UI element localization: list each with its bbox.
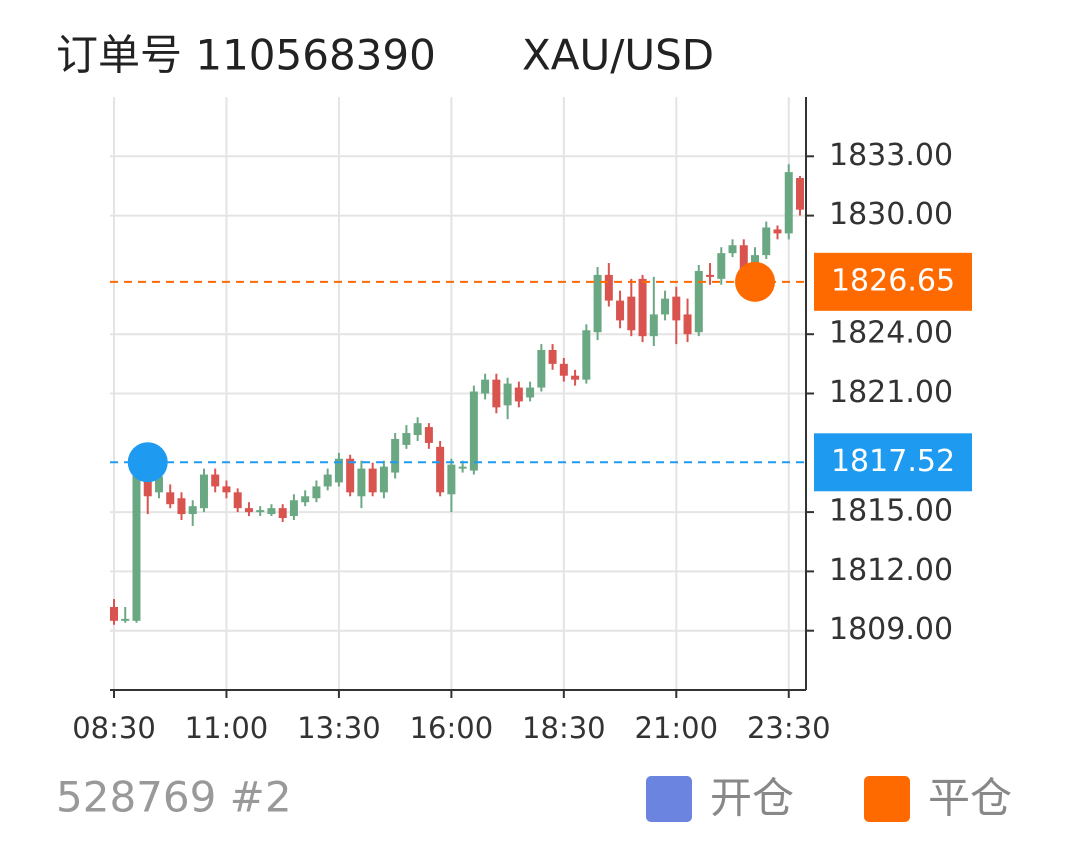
candle-body (694, 270, 703, 333)
candle-body (177, 498, 186, 515)
x-tick-label: 08:30 (72, 711, 156, 745)
candle-body (143, 472, 152, 497)
x-tick-label: 13:30 (297, 711, 381, 745)
candle-body (469, 391, 478, 471)
legend-label: 平仓 (928, 774, 1012, 823)
x-tick-label: 23:30 (747, 711, 831, 745)
candle-body (211, 474, 220, 487)
footer: 528769 #2 (56, 773, 292, 822)
candle-body (334, 458, 343, 483)
candle-body (402, 433, 411, 445)
x-tick-label: 16:00 (410, 711, 494, 745)
x-tick-label: 11:00 (185, 711, 269, 745)
candle-body (582, 330, 591, 380)
candle-body (492, 379, 501, 408)
candle-body (537, 350, 546, 388)
y-tick-label: 1821.00 (829, 375, 953, 410)
candle-body (604, 274, 613, 301)
trade-marker (127, 442, 168, 483)
candle-body (571, 375, 580, 380)
candle-body (706, 274, 715, 277)
candle-body (638, 278, 647, 337)
trade-marker (735, 261, 776, 302)
candle-body (447, 464, 456, 495)
candle-body (616, 300, 625, 321)
candle-body (312, 486, 321, 499)
candle-body (548, 350, 557, 364)
candle-body (256, 510, 265, 513)
candle-body (784, 172, 793, 234)
y-tick-label: 1830.00 (829, 197, 953, 232)
x-tick-label: 18:30 (522, 711, 606, 745)
candle-body (323, 474, 332, 487)
candle-body (379, 466, 388, 493)
price-label: 1826.65 (831, 263, 955, 298)
y-tick-label: 1815.00 (829, 494, 953, 529)
candle-body (458, 466, 467, 469)
candle-body (166, 492, 175, 505)
candle-body (559, 363, 568, 376)
legend-swatch (864, 776, 910, 822)
candle-body (110, 606, 118, 621)
candle-body (222, 486, 231, 493)
candle-body (289, 500, 298, 517)
candle-body (514, 387, 523, 402)
candle-body (683, 314, 692, 335)
chart-title: 订单号 110568390 (56, 31, 436, 80)
candle-body (627, 296, 636, 331)
candle-body (413, 423, 422, 436)
candle-body (762, 227, 771, 256)
candle-body (154, 476, 163, 493)
y-tick-label: 1833.00 (829, 138, 953, 173)
candle-body (199, 474, 208, 509)
candle-body (267, 508, 276, 515)
y-tick-label: 1812.00 (829, 553, 953, 588)
legend-label: 开仓 (710, 774, 794, 823)
candle-body (672, 296, 681, 321)
candle-body (436, 446, 445, 493)
y-tick-label: 1809.00 (829, 612, 953, 647)
candle-body (301, 496, 310, 503)
candle-body (717, 253, 726, 279)
price-label-box (814, 433, 972, 492)
candle-body (424, 427, 433, 443)
candle-body (593, 274, 602, 333)
candle-body (244, 508, 253, 513)
symbol: XAU/USD (522, 31, 714, 80)
candle-body (739, 245, 748, 269)
candle-body (346, 458, 355, 493)
candle-body (728, 245, 737, 254)
candle-body (132, 472, 141, 621)
candle-body (751, 255, 760, 266)
candle-body (368, 468, 377, 493)
candle-body (796, 178, 804, 210)
candle-body (121, 618, 130, 621)
price-label: 1817.52 (831, 444, 955, 479)
candle-body (278, 508, 287, 519)
candle-body (773, 229, 782, 234)
candle-body (481, 379, 490, 394)
legend-swatch (646, 776, 692, 822)
candle-body (233, 492, 242, 509)
y-tick-label: 1824.00 (829, 316, 953, 351)
price-label-box (814, 252, 972, 311)
candle-body (188, 506, 197, 515)
candle-body (661, 298, 670, 315)
candle-body (503, 383, 512, 406)
candle-body (649, 314, 658, 337)
candle-body (357, 468, 366, 497)
x-tick-label: 21:00 (635, 711, 719, 745)
candle-body (391, 438, 400, 473)
candle-body (526, 387, 535, 398)
